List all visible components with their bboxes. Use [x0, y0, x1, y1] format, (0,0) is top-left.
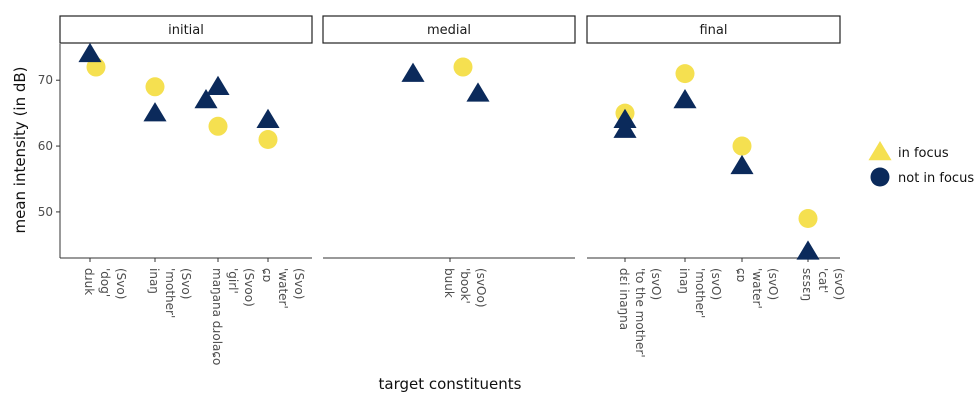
facet-strip-final — [586, 15, 841, 44]
x-tick-label: ɕɒ — [734, 268, 748, 282]
y-tick-label: 60 — [38, 139, 53, 153]
x-tick-label: (svO) — [832, 268, 846, 300]
facet-label-final: final — [699, 23, 727, 38]
point-in-focus — [466, 82, 490, 102]
point-not-in-focus — [453, 57, 473, 77]
y-tick-label: 70 — [38, 73, 53, 87]
point-not-in-focus — [675, 64, 695, 84]
point-not-in-focus — [732, 136, 752, 156]
legend-label: not in focus — [898, 171, 974, 186]
point-in-focus — [194, 88, 218, 109]
x-tick-label: 'dog' — [98, 268, 112, 297]
x-tick-label: ɕɒ — [260, 268, 274, 282]
point-in-focus — [143, 102, 167, 122]
points-layer — [78, 42, 820, 260]
point-in-focus — [730, 154, 754, 175]
x-tick-label: 'mother' — [163, 268, 177, 318]
legend-label: in focus — [898, 146, 949, 161]
x-tick-label: (Svo) — [179, 268, 193, 299]
point-in-focus — [206, 75, 230, 96]
x-tick-label: (svO) — [709, 268, 723, 300]
point-not-in-focus — [145, 77, 165, 97]
x-axis-title: target constituents — [379, 375, 522, 393]
x-tick-labels: dɹuk'dog' (Svo) inaŋ'mother' (Svo) maŋana dɹ… — [82, 268, 846, 365]
point-in-focus — [613, 108, 637, 128]
point-in-focus — [613, 118, 637, 138]
facet-label-initial: initial — [168, 23, 204, 38]
x-tick-label: (Svo) — [114, 268, 128, 299]
x-tick-label: (svO) — [766, 268, 780, 300]
point-not-in-focus — [258, 129, 278, 149]
facet-label-medial: medial — [427, 23, 471, 38]
x-tick-label: dɛi inaŋna — [617, 268, 631, 330]
x-tick-label: 'water' — [750, 268, 764, 309]
legend: in focus not in focus — [868, 141, 974, 187]
point-in-focus — [78, 42, 102, 63]
facet-strip-initial — [59, 15, 313, 44]
point-not-in-focus — [208, 116, 228, 136]
x-tick-label: buuk — [442, 268, 456, 298]
x-tick-label: maŋana dɹolaɕo — [210, 268, 224, 365]
x-tick-label: (svO) — [649, 268, 663, 300]
point-in-focus — [796, 240, 820, 260]
panels-layer: initial medial final — [59, 15, 841, 262]
x-tick-label: 'girl' — [226, 268, 240, 294]
x-tick-label: 'to the mother' — [633, 268, 647, 358]
x-tick-label: 'mother' — [693, 268, 707, 318]
x-tick-label: dɹuk — [82, 268, 96, 295]
x-tick-label: inaŋ — [147, 268, 161, 294]
y-tick-label: 50 — [38, 205, 53, 219]
x-tick-label: 'water' — [276, 268, 290, 309]
x-tick-label: (Svo) — [292, 268, 306, 299]
x-tick-label: 'book' — [458, 268, 472, 304]
legend-key-not-in-focus — [870, 167, 890, 187]
point-not-in-focus — [86, 57, 106, 77]
facet-strip-medial — [322, 15, 576, 44]
point-not-in-focus — [798, 208, 818, 228]
x-tick-label: (svOo) — [474, 268, 488, 308]
y-axis-title: mean intensity (in dB) — [11, 66, 29, 233]
y-axis: 50 60 70 — [38, 44, 61, 258]
point-in-focus — [256, 108, 280, 128]
point-in-focus — [673, 88, 697, 109]
x-tick-label: inaŋ — [677, 268, 691, 294]
point-in-focus — [401, 62, 425, 82]
x-tick-label: 'cat' — [816, 268, 830, 293]
x-tick-label: (Svoo) — [242, 268, 256, 307]
legend-key-in-focus — [868, 141, 892, 161]
x-tick-label: sɛsɛŋ — [800, 268, 814, 301]
